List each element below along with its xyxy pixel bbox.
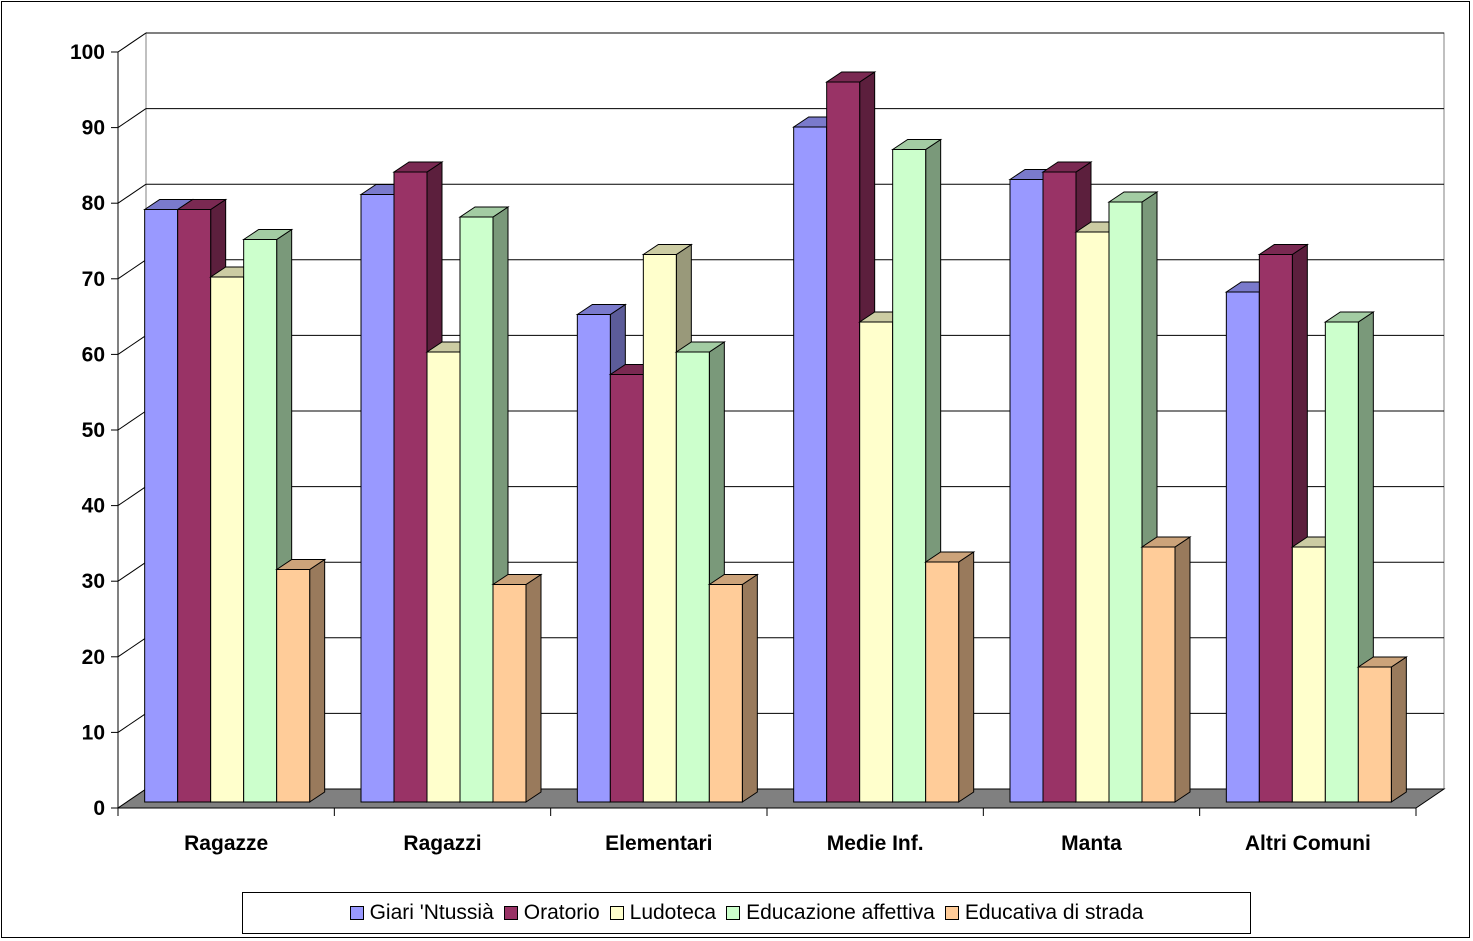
y-tick-label: 20 xyxy=(82,646,105,669)
x-tick-label: Manta xyxy=(1061,832,1122,855)
y-tick-label: 90 xyxy=(82,117,105,140)
legend-label: Giari 'Ntussià xyxy=(369,901,494,924)
legend: Giari 'Ntussià Oratorio Ludoteca Educazione… xyxy=(242,892,1251,934)
bar-front xyxy=(1009,179,1044,803)
legend-swatch xyxy=(726,906,741,920)
gridline-side xyxy=(117,108,147,129)
y-tick-label: 70 xyxy=(82,268,105,291)
bar-front xyxy=(1141,546,1176,803)
legend-item: Oratorio xyxy=(503,901,600,925)
x-axis: Ragazze Ragazzi Elementari Medie Inf. Manta A… xyxy=(117,807,1417,855)
legend-swatch xyxy=(944,906,959,920)
bar-front xyxy=(276,569,311,803)
bar-front xyxy=(576,314,611,803)
y-tick-label: 50 xyxy=(82,419,105,442)
bar-front xyxy=(243,239,278,803)
bar-chart: 0 10 20 30 40 50 60 70 80 90 100 Ragazze Ragazzi Ele… xyxy=(70,32,1446,855)
bar-manta-4 xyxy=(1140,536,1192,803)
bar-front xyxy=(1324,321,1359,803)
bar-front xyxy=(1291,546,1326,803)
bar-front xyxy=(793,126,828,803)
y-tick-label: 30 xyxy=(82,570,105,593)
legend-item: Educativa di strada xyxy=(944,901,1144,925)
gridline-side xyxy=(117,561,147,582)
legend-item: Educazione affettiva xyxy=(726,901,935,925)
y-axis: 0 10 20 30 40 50 60 70 80 90 100 xyxy=(70,41,119,820)
y-tick-label: 60 xyxy=(82,343,105,366)
y-tick-label: 0 xyxy=(93,797,105,820)
bar-front xyxy=(1108,201,1143,803)
bar-altri-comuni-1 xyxy=(1257,243,1309,803)
bar-ragazzi-4 xyxy=(491,573,543,803)
gridline-side xyxy=(117,32,147,53)
bar-front xyxy=(177,209,212,803)
legend-swatch xyxy=(609,906,624,920)
bar-front xyxy=(826,81,861,803)
y-tick-label: 100 xyxy=(70,41,105,64)
x-tick-label: Medie Inf. xyxy=(827,832,924,855)
legend-item: Giari 'Ntussià xyxy=(349,901,494,925)
bar-front xyxy=(708,584,743,803)
bar-front xyxy=(1042,171,1077,803)
x-tick-label: Elementari xyxy=(605,832,712,855)
bar-front xyxy=(1075,231,1110,803)
x-tick-label: Ragazzi xyxy=(403,832,481,855)
bar-front xyxy=(675,351,710,803)
gridline-side xyxy=(117,637,147,658)
x-tick-label: Ragazze xyxy=(184,832,268,855)
legend-label: Educativa di strada xyxy=(964,901,1144,924)
bar-front xyxy=(642,254,677,803)
gridline-side xyxy=(117,183,147,204)
bar-front xyxy=(426,351,461,803)
bar-side xyxy=(741,573,758,803)
bar-side xyxy=(1390,656,1407,803)
bar-side xyxy=(958,551,975,803)
x-tick-label: Altri Comuni xyxy=(1245,832,1371,855)
bar-front xyxy=(393,171,428,803)
bar-side xyxy=(1174,536,1191,803)
bar-front xyxy=(892,149,927,803)
bar-front xyxy=(859,321,894,803)
y-tick-label: 40 xyxy=(82,495,105,518)
legend-label: Ludoteca xyxy=(629,901,717,924)
legend-item: Ludoteca xyxy=(609,901,717,925)
legend-label: Oratorio xyxy=(523,901,600,924)
bar-side xyxy=(525,573,542,803)
bar-elementari-4 xyxy=(707,573,759,803)
bar-medie-inf--4 xyxy=(924,551,976,803)
bar-front xyxy=(925,561,960,803)
bar-front xyxy=(210,276,245,803)
bar-side xyxy=(309,558,326,803)
gridline-side xyxy=(117,712,147,733)
bar-front xyxy=(459,216,494,803)
gridline-side xyxy=(117,486,147,507)
bar-front xyxy=(1357,666,1392,803)
y-tick-label: 80 xyxy=(82,192,105,215)
y-tick-label: 10 xyxy=(82,721,105,744)
gridline-side xyxy=(117,334,147,355)
legend-swatch xyxy=(503,906,518,920)
bar-front xyxy=(609,374,644,803)
gridline-side xyxy=(117,410,147,431)
bar-ragazze-4 xyxy=(275,558,327,803)
bar-front xyxy=(360,194,395,803)
gridline-side xyxy=(117,259,147,280)
legend-swatch xyxy=(349,906,364,920)
bar-front xyxy=(144,209,179,803)
bar-front xyxy=(492,584,527,803)
legend-label: Educazione affettiva xyxy=(746,901,935,924)
bars xyxy=(143,71,1408,803)
bar-front xyxy=(1258,254,1293,803)
bar-altri-comuni-4 xyxy=(1356,656,1408,803)
bar-front xyxy=(1225,291,1260,803)
